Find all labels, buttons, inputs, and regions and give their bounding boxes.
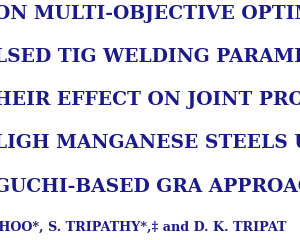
Text: GUCHI-BASED GRA APPROAC: GUCHI-BASED GRA APPROAC <box>0 178 300 196</box>
Text: ON MULTI-OBJECTIVE OPTIM: ON MULTI-OBJECTIVE OPTIM <box>0 5 300 23</box>
Text: HEIR EFFECT ON JOINT PROPE: HEIR EFFECT ON JOINT PROPE <box>0 91 300 109</box>
Text: LSED TIG WELDING PARAMETE: LSED TIG WELDING PARAMETE <box>0 48 300 66</box>
Text: LIGH MANGANESE STEELS USI: LIGH MANGANESE STEELS USI <box>0 134 300 152</box>
Text: .HOO*, S. TRIPATHY*,‡ and D. K. TRIPAT: .HOO*, S. TRIPATHY*,‡ and D. K. TRIPAT <box>0 221 286 234</box>
